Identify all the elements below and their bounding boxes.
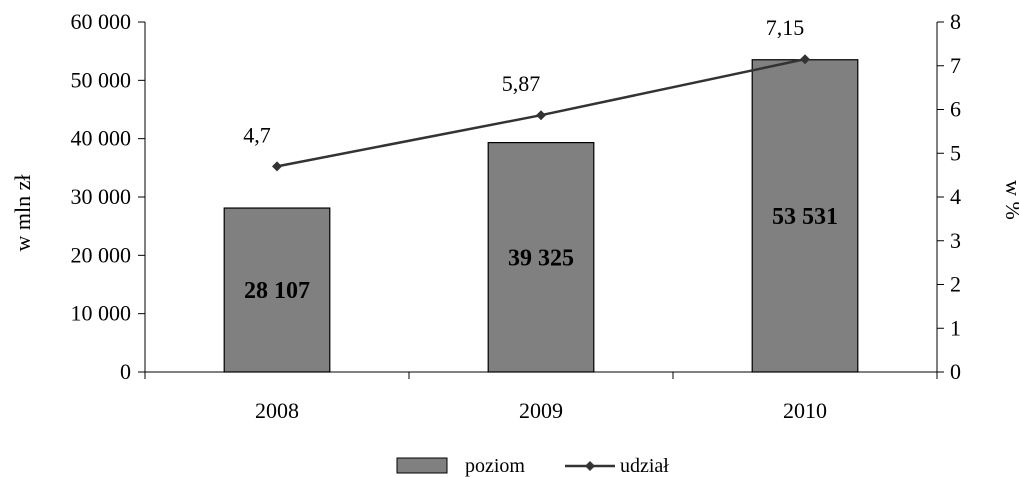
bar <box>751 59 859 373</box>
line-value-label: 4,7 <box>243 122 271 147</box>
line-series <box>272 54 810 172</box>
bars <box>223 59 859 373</box>
y2-tick-label: 8 <box>950 9 961 34</box>
bar <box>487 142 595 373</box>
bar-value-label: 53 531 <box>772 204 838 230</box>
y2-tick-label: 2 <box>950 272 961 297</box>
legend-swatch-poziom <box>396 457 448 474</box>
axes: 0 10 000 20 000 30 000 40 000 50 000 60 000 0 1 2… <box>71 9 962 423</box>
x-tick-label: 2009 <box>519 398 563 423</box>
y2-tick-label: 6 <box>950 97 961 122</box>
line-value-label: 7,15 <box>766 15 805 40</box>
y2-tick-label: 0 <box>950 359 961 384</box>
y-tick-label: 60 000 <box>71 9 132 34</box>
y2-tick-label: 3 <box>950 228 961 253</box>
legend-marker-udzial <box>585 461 595 471</box>
y-axis-title: w mln zł <box>10 175 35 252</box>
legend-label-poziom: poziom <box>465 455 525 477</box>
data-labels: 28 107 39 325 53 531 4,7 5,87 7,15 <box>243 15 838 304</box>
bar <box>223 207 331 373</box>
line-value-label: 5,87 <box>502 71 541 96</box>
y2-tick-label: 7 <box>950 53 961 78</box>
line-point <box>536 110 546 121</box>
y-tick-label: 50 000 <box>71 67 132 92</box>
bar-value-label: 28 107 <box>244 278 310 304</box>
legend-label-udzial: udział <box>620 455 669 477</box>
line-point <box>272 161 282 172</box>
y2-tick-label: 5 <box>950 140 961 165</box>
y-tick-label: 20 000 <box>71 242 132 267</box>
line-point <box>800 54 810 65</box>
legend: poziom udział <box>396 455 669 477</box>
y-tick-label: 0 <box>120 359 131 384</box>
x-tick-label: 2010 <box>783 398 827 423</box>
bar-value-label: 39 325 <box>508 245 574 271</box>
y-tick-label: 30 000 <box>71 184 132 209</box>
y2-tick-label: 4 <box>950 184 961 209</box>
y2-axis-title: w % <box>1001 180 1019 220</box>
y2-tick-label: 1 <box>950 315 961 340</box>
y-tick-label: 10 000 <box>71 301 132 326</box>
x-tick-label: 2008 <box>255 398 299 423</box>
y-tick-label: 40 000 <box>71 126 132 151</box>
